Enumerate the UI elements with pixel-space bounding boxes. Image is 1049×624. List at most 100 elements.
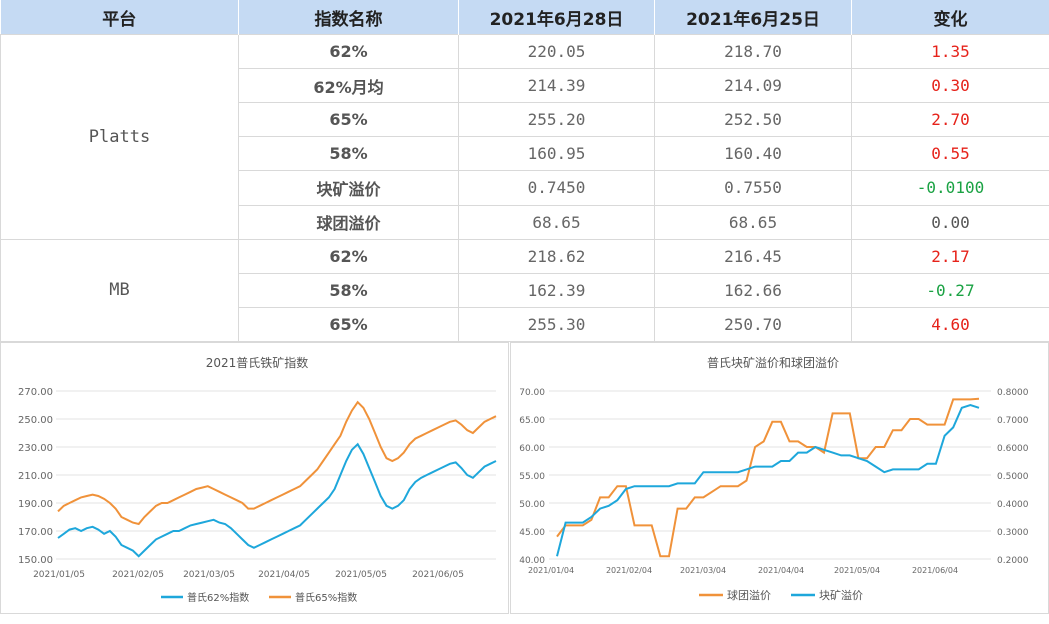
chart-title: 普氏块矿溢价和球团溢价: [707, 356, 839, 370]
platts-index-chart: 2021普氏铁矿指数 150.00 170.00 190.00 210.00 230.00…: [18, 355, 497, 604]
series-line: [556, 397, 980, 558]
y-left-tick-label: 65.00: [519, 416, 545, 426]
header-platform: 平台: [0, 0, 239, 35]
iron-ore-index-table: 平台 指数名称 2021年6月28日 2021年6月25日 变化 Platts …: [0, 0, 1049, 343]
table-row: Platts 62% 220.05 218.70 1.35: [0, 33, 1049, 240]
index-name-cell: 65%: [238, 306, 459, 343]
x-tick-label: 2021/02/04: [606, 566, 652, 575]
y-tick-label: 230.00: [18, 443, 53, 454]
value-cell-d2: 162.66: [654, 272, 852, 308]
table-row: 62%月均 214.39 214.09 0.30: [1, 68, 1049, 104]
change-cell: 2.70: [851, 102, 1049, 138]
index-name-cell: 58%: [238, 136, 459, 172]
value-cell-d1: 68.65: [458, 204, 655, 240]
x-tick-label: 2021/05/05: [335, 570, 387, 580]
index-name-cell: 块矿溢价: [238, 170, 459, 206]
legend-label: 普氏65%指数: [295, 591, 357, 604]
legend-label: 普氏62%指数: [187, 591, 249, 604]
table-row: 58% 162.39 162.66 -0.27: [1, 272, 1049, 308]
change-cell: 0.30: [851, 68, 1049, 104]
y-tick-label: 250.00: [18, 415, 53, 426]
series-line: [57, 442, 497, 558]
y-tick-label: 210.00: [18, 471, 53, 482]
y-left-tick-label: 70.00: [519, 388, 545, 398]
header-date-2: 2021年6月25日: [654, 0, 852, 35]
table-row: MB 62% 218.62 216.45 2.17: [0, 238, 1049, 343]
value-cell-d2: 218.70: [654, 33, 852, 70]
value-cell-d2: 68.65: [654, 204, 852, 240]
value-cell-d2: 216.45: [654, 238, 852, 274]
value-cell-d2: 252.50: [654, 102, 852, 138]
y-left-tick-label: 55.00: [519, 472, 545, 482]
change-cell: 0.55: [851, 136, 1049, 172]
value-cell-d2: 250.70: [654, 306, 852, 343]
y-right-tick-label: 0.5000: [997, 472, 1029, 482]
value-cell-d2: 160.40: [654, 136, 852, 172]
chart-title: 2021普氏铁矿指数: [206, 355, 309, 370]
y-right-tick-label: 0.6000: [997, 444, 1029, 454]
value-cell-d1: 214.39: [458, 68, 655, 104]
y-right-tick-label: 0.3000: [997, 528, 1029, 538]
index-name-cell: 62%月均: [238, 68, 459, 104]
index-name-cell: 58%: [238, 272, 459, 308]
value-cell-d1: 255.30: [458, 306, 655, 343]
table-row: 65% 255.30 250.70 4.60: [1, 306, 1049, 343]
x-tick-label: 2021/04/05: [258, 570, 310, 580]
x-tick-label: 2021/03/04: [680, 566, 726, 575]
y-tick-label: 150.00: [18, 555, 53, 566]
x-tick-label: 2021/05/04: [834, 566, 880, 575]
table-row: 58% 160.95 160.40 0.55: [1, 136, 1049, 172]
legend-label: 块矿溢价: [819, 588, 863, 602]
value-cell-d2: 214.09: [654, 68, 852, 104]
x-tick-label: 2021/02/05: [112, 570, 164, 580]
series-line: [556, 403, 980, 557]
header-index-name: 指数名称: [238, 0, 459, 35]
change-cell: 0.00: [851, 204, 1049, 240]
legend-label: 球团溢价: [727, 588, 771, 602]
value-cell-d1: 220.05: [458, 33, 655, 70]
platform-cell-mb: MB: [0, 238, 239, 343]
change-cell: 1.35: [851, 33, 1049, 70]
index-name-cell: 65%: [238, 102, 459, 138]
y-left-tick-label: 60.00: [519, 444, 545, 454]
premium-chart: 普氏块矿溢价和球团溢价 40.00 45.00 50.00 55.00 60.00 65.0…: [519, 356, 1029, 602]
y-tick-label: 270.00: [18, 387, 53, 398]
x-tick-label: 2021/01/04: [528, 566, 574, 575]
value-cell-d1: 255.20: [458, 102, 655, 138]
value-cell-d1: 0.7450: [458, 170, 655, 206]
header-change: 变化: [851, 0, 1049, 35]
platts-index-chart-panel: 2021普氏铁矿指数 150.00 170.00 190.00 210.00 230.00…: [0, 342, 509, 614]
x-tick-label: 2021/06/04: [912, 566, 958, 575]
y-left-tick-label: 45.00: [519, 528, 545, 538]
y-left-tick-label: 40.00: [519, 556, 545, 566]
premium-chart-panel: 普氏块矿溢价和球团溢价 40.00 45.00 50.00 55.00 60.00 65.0…: [510, 342, 1049, 614]
y-right-tick-label: 0.7000: [997, 416, 1029, 426]
change-cell: -0.27: [851, 272, 1049, 308]
x-tick-label: 2021/04/04: [758, 566, 804, 575]
x-tick-label: 2021/01/05: [33, 570, 85, 580]
platform-cell-platts: Platts: [0, 34, 239, 240]
table-row: 65% 255.20 252.50 2.70: [1, 102, 1049, 138]
x-tick-label: 2021/03/05: [183, 570, 235, 580]
index-name-cell: 62%: [238, 33, 459, 70]
change-cell: 2.17: [851, 238, 1049, 274]
index-name-cell: 球团溢价: [238, 204, 459, 240]
value-cell-d1: 218.62: [458, 238, 655, 274]
x-tick-label: 2021/06/05: [412, 570, 464, 580]
table-row: 块矿溢价 0.7450 0.7550 -0.0100: [1, 170, 1049, 206]
table-header-row: 平台 指数名称 2021年6月28日 2021年6月25日 变化: [0, 0, 1049, 35]
table-row: 球团溢价 68.65 68.65 0.00: [1, 204, 1049, 240]
value-cell-d1: 160.95: [458, 136, 655, 172]
y-right-tick-label: 0.8000: [997, 388, 1029, 398]
y-tick-label: 170.00: [18, 527, 53, 538]
value-cell-d2: 0.7550: [654, 170, 852, 206]
change-cell: 4.60: [851, 306, 1049, 343]
header-date-1: 2021年6月28日: [458, 0, 655, 35]
change-cell: -0.0100: [851, 170, 1049, 206]
series-line: [57, 400, 497, 526]
index-name-cell: 62%: [238, 238, 459, 274]
y-right-tick-label: 0.2000: [997, 556, 1029, 566]
value-cell-d1: 162.39: [458, 272, 655, 308]
y-right-tick-label: 0.4000: [997, 500, 1029, 510]
y-left-tick-label: 50.00: [519, 500, 545, 510]
